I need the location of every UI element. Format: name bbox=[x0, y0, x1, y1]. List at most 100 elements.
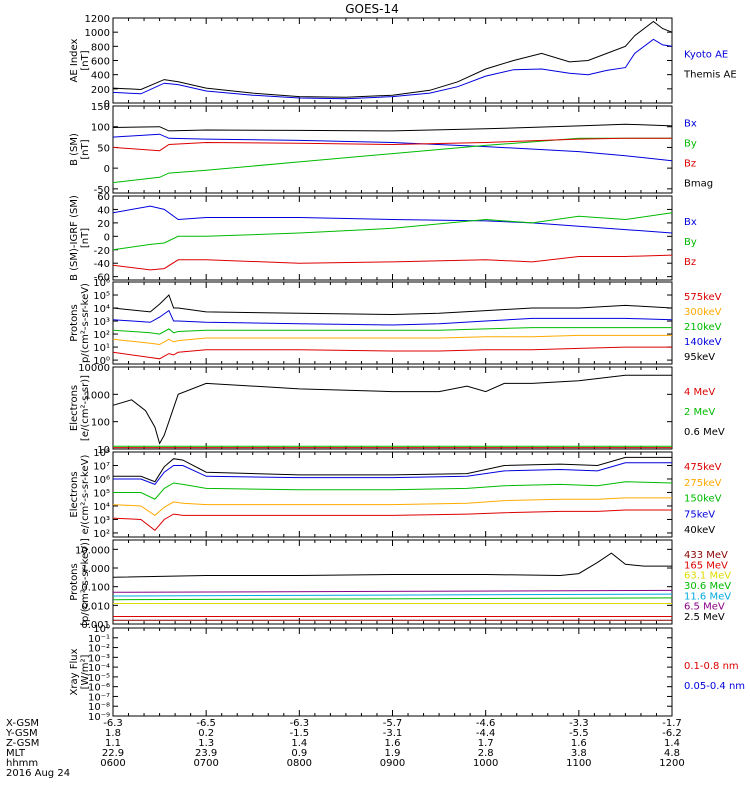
legend-entry: By bbox=[684, 237, 697, 248]
y-tick-label: 400 bbox=[91, 71, 110, 82]
panel-ae: 0 200 400 600 800 1000 1200 AE Index [nT] Kyoto A… bbox=[69, 14, 737, 110]
y-tick-label: 10⁴ bbox=[93, 304, 110, 315]
y-axis-unit: [W/m²] bbox=[80, 654, 91, 689]
y-axis-title: Electrons bbox=[69, 471, 80, 517]
y-tick-label: 10⁵ bbox=[93, 488, 110, 499]
y-tick-label: -60 bbox=[94, 273, 110, 284]
y-tick-label: 10¹ bbox=[93, 343, 110, 354]
y-tick-label: 0 bbox=[104, 99, 110, 110]
ephemeris-value: 1.7 bbox=[478, 738, 494, 749]
y-tick-label: 150 bbox=[91, 102, 110, 113]
series-150kev bbox=[113, 481, 673, 500]
y-tick-label: 0.010 bbox=[81, 601, 110, 612]
y-axis-unit: e/(cm²-s-sr-keV) bbox=[80, 455, 91, 535]
ephemeris-value: 0.2 bbox=[198, 728, 214, 739]
ephemeris-value: 1.3 bbox=[198, 738, 214, 749]
ephemeris-value: 1.4 bbox=[291, 738, 307, 749]
series-bz bbox=[112, 254, 673, 271]
panel-bsm: -50 0 50 100 150 B (SM) [nT] Bx By Bz Bmag bbox=[69, 102, 713, 196]
series-95kev bbox=[112, 294, 673, 316]
series-210kev bbox=[112, 327, 672, 335]
ephemeris-value: 1.1 bbox=[105, 738, 121, 749]
y-tick-label: 10⁻⁸ bbox=[88, 702, 110, 713]
legend-entry: By bbox=[684, 139, 697, 150]
y-tick-label: 10⁰ bbox=[93, 356, 110, 367]
y-tick-label: 200 bbox=[91, 85, 110, 96]
panel-electrons_high: 10 100 1000 10000 Electrons [e/(cm²-s-sr)] 4 M… bbox=[69, 363, 725, 456]
y-axis-title: AE Index bbox=[69, 38, 80, 82]
panel-frame bbox=[112, 281, 673, 365]
y-tick-label: 10⁸ bbox=[93, 448, 110, 459]
legend-entry: 433 MeV bbox=[684, 550, 728, 561]
y-tick-label: 60 bbox=[97, 192, 110, 203]
legend-entry: Bmag bbox=[684, 179, 713, 190]
ephemeris-value: 23.9 bbox=[195, 748, 217, 759]
ephemeris-value: -3.1 bbox=[383, 728, 403, 739]
y-tick-label: 10 bbox=[97, 445, 110, 456]
ephemeris-value: 2.8 bbox=[478, 748, 494, 759]
ephemeris-value: -4.4 bbox=[476, 728, 496, 739]
y-tick-label: 1000 bbox=[85, 28, 110, 39]
y-tick-label: 10⁴ bbox=[93, 502, 110, 513]
ephemeris-value: -5.7 bbox=[383, 718, 403, 729]
ephemeris-value: 1.4 bbox=[664, 738, 680, 749]
legend-entry: 40keV bbox=[684, 525, 715, 536]
series-40kev bbox=[113, 456, 672, 483]
panel-frame bbox=[112, 539, 673, 625]
legend-entry: 30.6 MeV bbox=[684, 581, 731, 592]
ephemeris-value: -3.3 bbox=[569, 718, 589, 729]
series-bx bbox=[112, 133, 673, 162]
panel-frame bbox=[112, 105, 673, 194]
y-tick-label: 600 bbox=[91, 57, 110, 68]
series-300kev bbox=[112, 334, 672, 346]
legend-entry: Bx bbox=[684, 119, 697, 130]
legend-entry: 140keV bbox=[684, 337, 722, 348]
y-axis-unit: p/(cm²-s-sr-keV) bbox=[80, 283, 91, 363]
ephemeris-value: 0.9 bbox=[291, 748, 307, 759]
series-140kev bbox=[112, 309, 673, 326]
panel-electrons_low: 10² 10³ 10⁴ 10⁵ 10⁶ 10⁷ 10⁸ Electrons e/(cm²-s-s… bbox=[69, 448, 722, 540]
legend-entry: 475keV bbox=[684, 462, 722, 473]
legend-entry: 150keV bbox=[684, 494, 722, 505]
ephemeris-value: 1.6 bbox=[385, 738, 401, 749]
ephemeris-value: 1.8 bbox=[105, 728, 121, 739]
y-axis-title: Protons bbox=[69, 304, 80, 341]
ephemeris-value: 1.9 bbox=[385, 748, 401, 759]
panel-protons_high: 0.001 0.010 0.100 1.000 10.000 Protons [p/(cm²… bbox=[69, 538, 731, 631]
y-axis-title: B (SM)-IGRF (SM) bbox=[69, 195, 80, 281]
y-tick-label: 10³ bbox=[93, 317, 110, 328]
legend-entry: 0.6 MeV bbox=[684, 427, 725, 438]
series-2-5-mev bbox=[112, 552, 672, 578]
legend-entry: 210keV bbox=[684, 322, 722, 333]
legend-entry: 575keV bbox=[684, 292, 722, 303]
y-axis-title: Protons bbox=[69, 563, 80, 600]
series-kyoto-ae bbox=[112, 38, 673, 100]
series-575kev bbox=[112, 346, 672, 360]
ephemeris-value: 0600 bbox=[100, 758, 125, 769]
ephemeris-value: 1.6 bbox=[571, 738, 587, 749]
legend-entry: 11.6 MeV bbox=[684, 591, 731, 602]
y-tick-label: 0 bbox=[104, 232, 110, 243]
y-tick-label: 10⁻⁵ bbox=[88, 673, 110, 684]
y-tick-label: 40 bbox=[97, 205, 110, 216]
y-tick-label: 10² bbox=[93, 529, 110, 540]
ephemeris-value: 1100 bbox=[566, 758, 591, 769]
y-axis-title: B (SM) bbox=[69, 133, 80, 166]
y-tick-label: 0 bbox=[104, 164, 110, 175]
ephemeris-value: -4.6 bbox=[476, 718, 496, 729]
legend-entry: 75keV bbox=[684, 509, 715, 520]
ephemeris-value: -1.5 bbox=[290, 728, 310, 739]
ephemeris-value: 22.9 bbox=[102, 748, 124, 759]
legend-entry: Bx bbox=[684, 217, 697, 228]
series-11-6-mev bbox=[112, 593, 673, 597]
series-bz bbox=[112, 137, 672, 152]
ephemeris-value: -6.3 bbox=[103, 718, 123, 729]
series-bmag bbox=[112, 123, 673, 132]
legend-entry: 275keV bbox=[684, 478, 722, 489]
legend-entry: 95keV bbox=[684, 352, 715, 363]
y-tick-label: 20 bbox=[97, 219, 110, 230]
y-axis-unit: [e/(cm²-s-sr)] bbox=[80, 375, 91, 441]
series-bx bbox=[112, 205, 673, 234]
series-275kev bbox=[112, 497, 672, 517]
legend-entry: Bz bbox=[684, 257, 696, 268]
